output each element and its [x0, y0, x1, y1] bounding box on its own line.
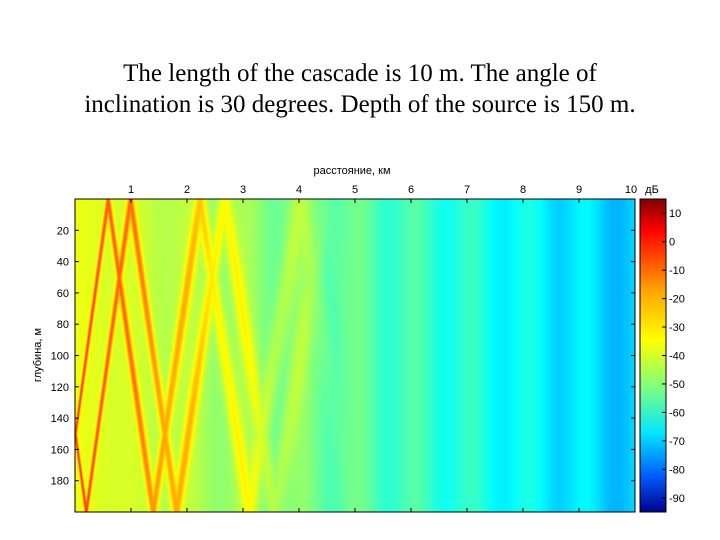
x-tick-label-2: 2: [184, 184, 190, 196]
y-tick-label-80: 80: [57, 319, 69, 331]
x-tick-label-4: 4: [296, 184, 302, 196]
colorbar-ticks: 10 0 -10 -20 -30 -40 -50 -60 -70 -80 -90: [662, 208, 685, 505]
y-tick-label-180: 180: [51, 476, 69, 488]
colorbar-tick-label-8: -70: [669, 436, 685, 448]
x-tick-label-3: 3: [240, 184, 246, 196]
colorbar-tick-label-2: -10: [669, 265, 685, 277]
y-ticks: 20 40 60 80 100 120 140 160 180: [51, 225, 635, 488]
y-tick-label-60: 60: [57, 288, 69, 300]
colorbar-tick-label-4: -30: [669, 322, 685, 334]
colorbar-tick-label-1: 0: [669, 237, 675, 249]
colorbar-label: дБ: [645, 184, 659, 196]
x-tick-label-7: 7: [464, 184, 470, 196]
y-tick-label-40: 40: [57, 257, 69, 269]
colorbar: [639, 198, 667, 513]
x-tick-label-1: 1: [128, 184, 134, 196]
caption-line-2: inclination is 30 degrees. Depth of the …: [84, 91, 636, 118]
y-tick-label-20: 20: [57, 225, 69, 237]
x-axis-label: расстояние, км: [313, 165, 390, 177]
colorbar-tick-label-10: -90: [669, 493, 685, 505]
colorbar-tick-label-7: -60: [669, 407, 685, 419]
slide-caption: The length of the cascade is 10 m. The a…: [0, 58, 720, 120]
heatmap-plot: [75, 199, 635, 512]
y-tick-label-160: 160: [51, 444, 69, 456]
colorbar-tick-label-6: -50: [669, 379, 685, 391]
colorbar-tick-label-0: 10: [669, 208, 681, 220]
x-ticks: 1 2 3 4 5 6 7 8 9 10: [128, 184, 637, 512]
colorbar-tick-label-3: -20: [669, 294, 685, 306]
x-tick-label-9: 9: [576, 184, 582, 196]
y-tick-label-140: 140: [51, 413, 69, 425]
caption-line-1: The length of the cascade is 10 m. The a…: [123, 60, 597, 87]
colorbar-tick-label-5: -40: [669, 351, 685, 363]
x-tick-label-8: 8: [520, 184, 526, 196]
y-tick-label-100: 100: [51, 351, 69, 363]
x-tick-label-5: 5: [352, 184, 358, 196]
x-tick-label-10: 10: [625, 184, 637, 196]
y-tick-label-120: 120: [51, 382, 69, 394]
colorbar-tick-label-9: -80: [669, 464, 685, 476]
y-axis-label: глубина, м: [32, 328, 44, 382]
x-tick-label-6: 6: [408, 184, 414, 196]
